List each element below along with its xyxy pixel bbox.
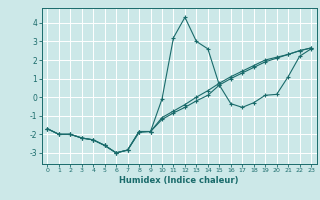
X-axis label: Humidex (Indice chaleur): Humidex (Indice chaleur) (119, 176, 239, 185)
